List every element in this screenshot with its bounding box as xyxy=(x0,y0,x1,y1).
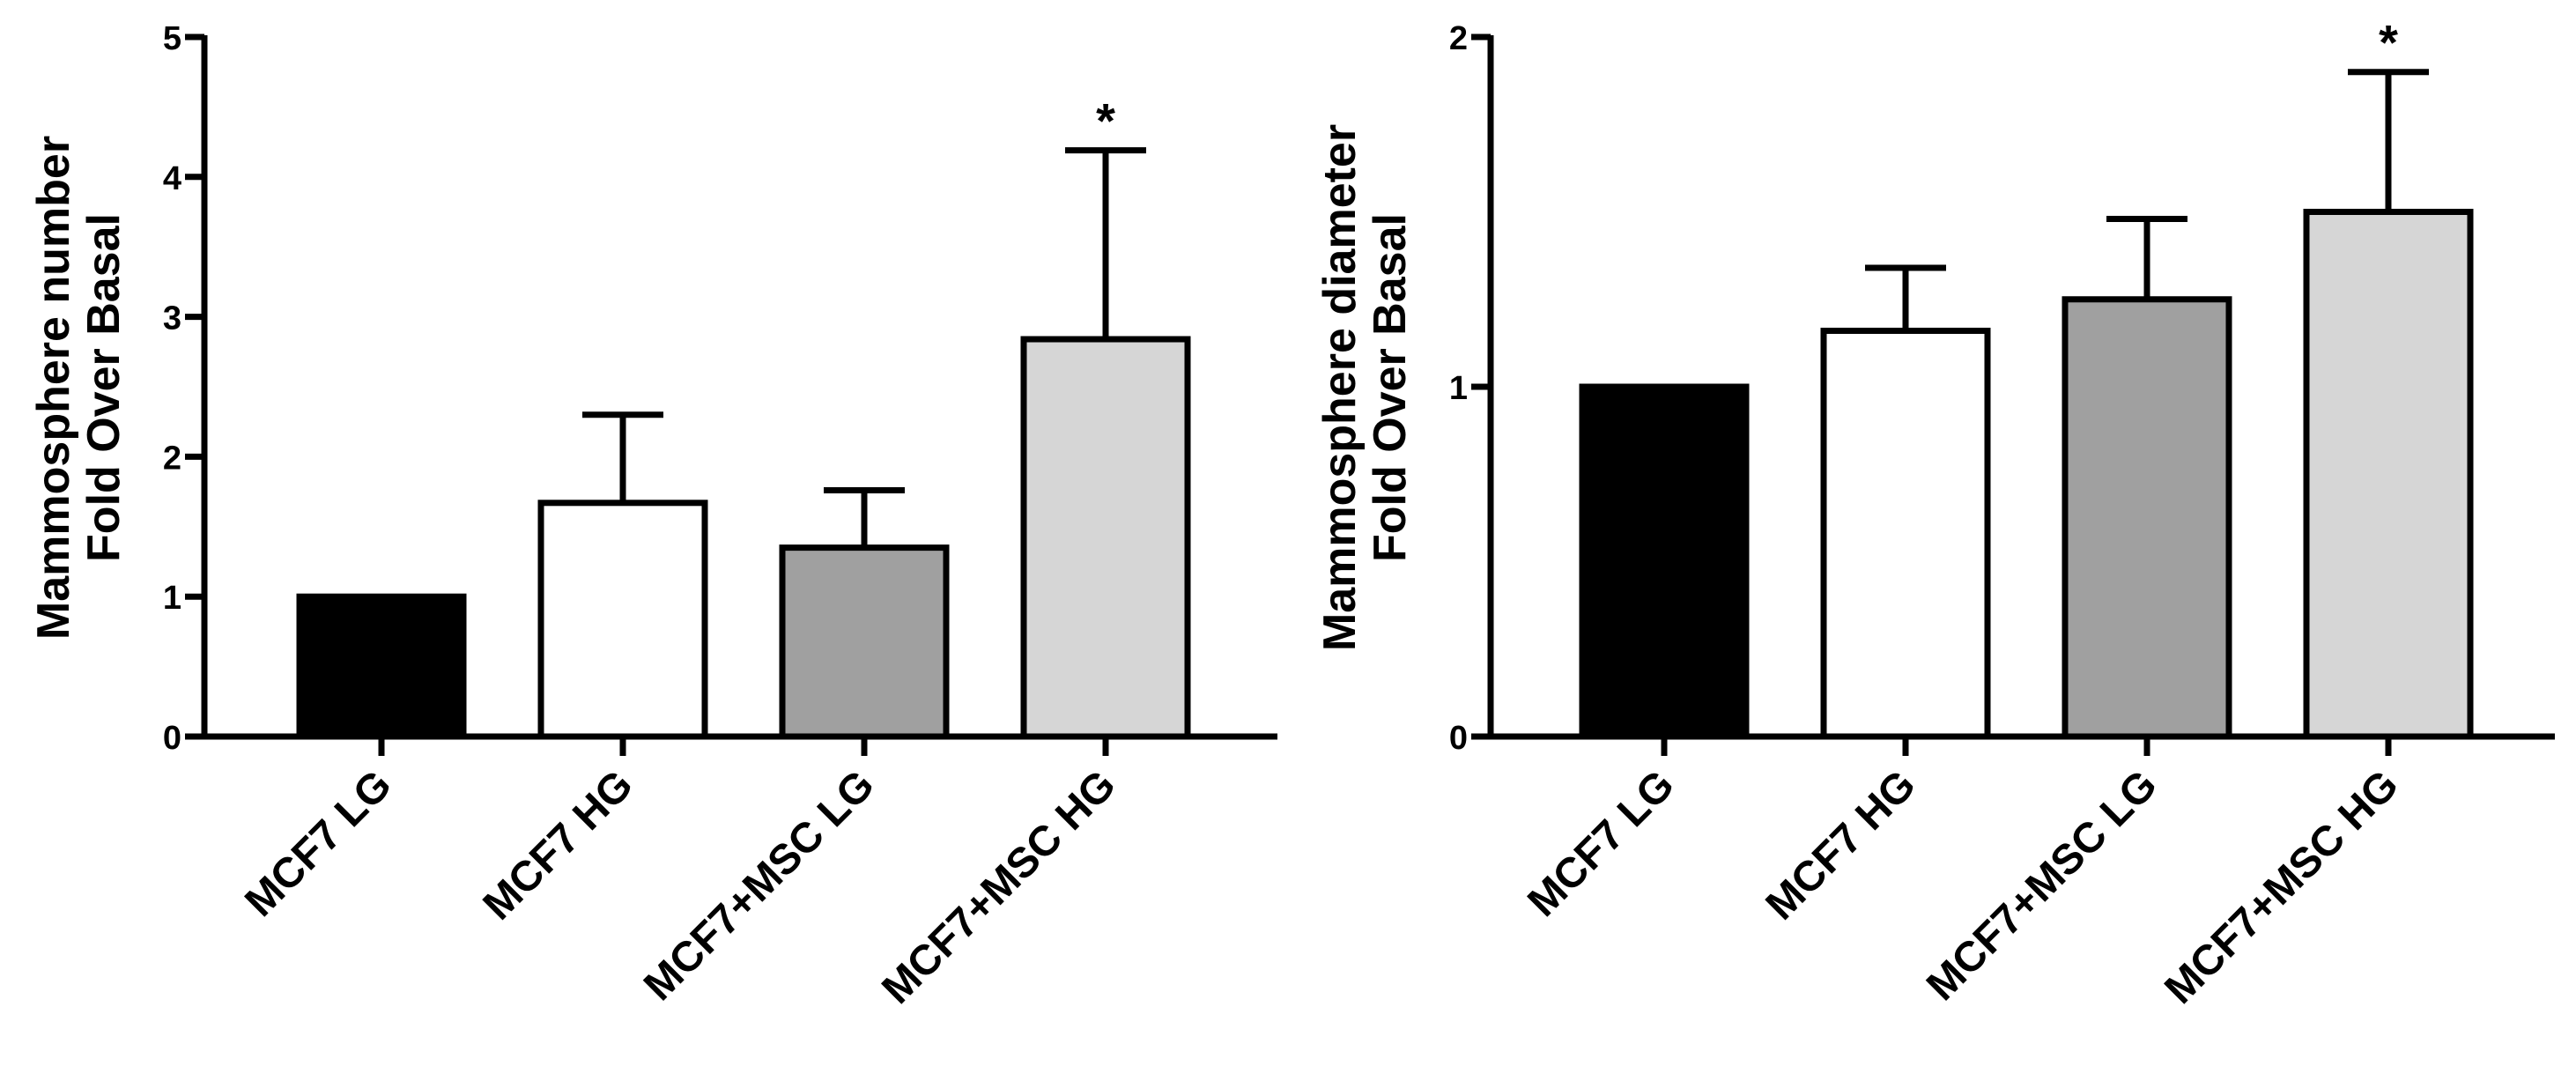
bar xyxy=(537,500,708,740)
y-axis-title-line1: Mammosphere diameter xyxy=(1314,124,1366,651)
y-tick-label: 0 xyxy=(1449,720,1468,757)
x-category-label: MCF7 LG xyxy=(1519,761,1683,925)
bar xyxy=(296,593,467,740)
y-tick-label: 1 xyxy=(1449,370,1468,407)
bar xyxy=(1820,327,1991,740)
panel-mammosphere-diameter: 0 1 2 Mammosphere diameter Fold Over Basal MC… xyxy=(1314,15,2555,1013)
bar xyxy=(1579,383,1750,740)
x-category-label: MCF7 HG xyxy=(1758,761,1925,929)
bar xyxy=(2303,209,2474,740)
y-tick-label: 1 xyxy=(163,580,181,617)
x-category-label: MCF7+MSC HG xyxy=(873,761,1124,1012)
y-tick-label: 3 xyxy=(163,300,181,337)
bar xyxy=(779,544,950,740)
significance-marker: * xyxy=(1096,93,1115,149)
y-tick-label: 5 xyxy=(163,20,181,57)
x-category-label: MCF7+MSC HG xyxy=(2156,761,2407,1012)
y-axis-title-line2: Fold Over Basal xyxy=(78,213,130,562)
y-axis-title-line2: Fold Over Basal xyxy=(1365,213,1416,562)
x-category-label: MCF7+MSC LG xyxy=(635,761,884,1010)
y-tick-label: 2 xyxy=(1449,20,1468,57)
bar xyxy=(1020,336,1191,740)
y-tick-label: 4 xyxy=(163,160,181,197)
x-category-label: MCF7 LG xyxy=(236,761,400,925)
y-tick-label: 2 xyxy=(163,440,181,477)
significance-marker: * xyxy=(2379,15,2398,70)
bar xyxy=(2062,296,2232,740)
y-axis-title-line1: Mammosphere number xyxy=(28,136,79,640)
y-tick-label: 0 xyxy=(163,720,181,757)
panel-mammosphere-number: 0 1 2 3 4 5 Mammosphere number Fold Over Basal M… xyxy=(28,20,1277,1013)
x-category-label: MCF7 HG xyxy=(475,761,642,929)
x-category-label: MCF7+MSC LG xyxy=(1918,761,2166,1010)
